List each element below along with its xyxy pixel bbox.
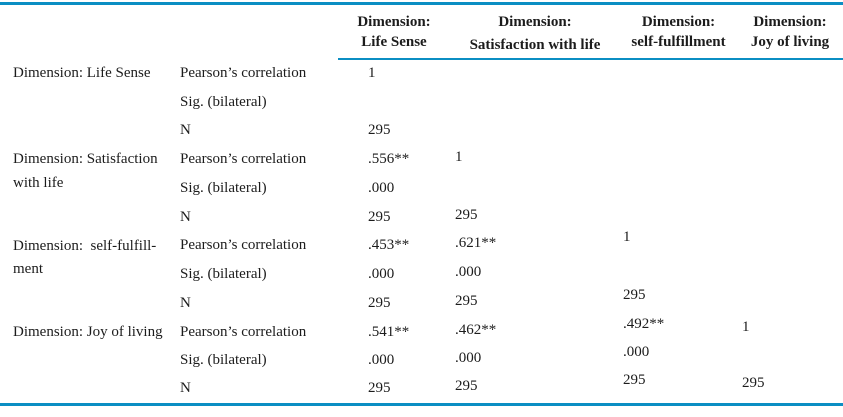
value-cell bbox=[620, 174, 737, 203]
column-header-satisfaction: Dimension: Satisfaction with life bbox=[450, 3, 620, 60]
value-cell: 1 bbox=[455, 149, 463, 166]
value-cell: .000 bbox=[455, 350, 482, 367]
row-header-life-sense: Dimension: Life Sense bbox=[13, 65, 151, 81]
value-cell bbox=[620, 203, 737, 232]
value-cell bbox=[338, 88, 450, 117]
column-header-line1: Dimension: bbox=[753, 14, 827, 30]
stat-label: Pearson’s correlation bbox=[180, 151, 307, 168]
value-cell bbox=[737, 289, 843, 318]
value-cell: 295 bbox=[368, 122, 391, 139]
row-header-satisfaction: Dimension: Satisfaction with life bbox=[13, 151, 158, 191]
value-cell bbox=[737, 59, 843, 88]
value-cell: 295 bbox=[455, 378, 478, 395]
value-cell bbox=[737, 174, 843, 203]
table-row: Sig. (bilateral) .000 .000 bbox=[0, 260, 843, 289]
stat-label: Pearson’s correlation bbox=[180, 64, 307, 81]
value-cell: 1 bbox=[623, 229, 631, 246]
value-cell bbox=[737, 117, 843, 146]
column-header-joy-of-living: Dimension: Joy of living bbox=[737, 3, 843, 60]
column-header-line2: Life Sense bbox=[361, 34, 427, 50]
stat-label: N bbox=[180, 380, 191, 397]
value-cell: 1 bbox=[742, 318, 750, 335]
stat-label: Sig. (bilateral) bbox=[180, 179, 267, 196]
value-cell bbox=[737, 347, 843, 376]
column-header-line1: Dimension: bbox=[357, 14, 431, 30]
value-cell: .621** bbox=[455, 235, 497, 252]
stat-label: Sig. (bilateral) bbox=[180, 266, 267, 283]
value-cell: .000 bbox=[368, 266, 395, 283]
value-cell bbox=[737, 88, 843, 117]
value-cell: .492** bbox=[623, 315, 665, 332]
value-cell bbox=[450, 174, 620, 203]
column-header-self-fulfillment: Dimension: self-fulfillment bbox=[620, 3, 737, 60]
value-cell: .541** bbox=[368, 323, 410, 340]
value-cell: 295 bbox=[623, 372, 646, 389]
row-header-self-fulfillment: Dimension: self-fulfill- ment bbox=[13, 237, 157, 278]
header-row: Dimension: Life Sense Dimension: Satisfa… bbox=[0, 3, 843, 60]
value-cell: 295 bbox=[368, 208, 391, 225]
value-cell bbox=[620, 59, 737, 88]
value-cell: .000 bbox=[368, 179, 395, 196]
table-row: N 295 295 bbox=[0, 203, 843, 232]
table-header: Dimension: Life Sense Dimension: Satisfa… bbox=[0, 3, 843, 60]
column-header-life-sense: Dimension: Life Sense bbox=[338, 3, 450, 60]
value-cell: .000 bbox=[368, 352, 395, 369]
value-cell: .000 bbox=[623, 344, 650, 361]
header-spacer-label bbox=[0, 4, 172, 60]
column-header-line1: Dimension: bbox=[641, 14, 716, 30]
value-cell: 295 bbox=[742, 375, 765, 392]
value-cell: .000 bbox=[455, 264, 482, 281]
value-cell bbox=[737, 203, 843, 232]
value-cell bbox=[620, 145, 737, 174]
column-header-line2: Joy of living bbox=[750, 34, 830, 50]
value-cell: 295 bbox=[455, 206, 478, 223]
correlation-table: Dimension: Life Sense Dimension: Satisfa… bbox=[0, 2, 843, 406]
value-cell: 295 bbox=[623, 286, 646, 303]
value-cell: .453** bbox=[368, 237, 410, 254]
value-cell bbox=[620, 117, 737, 146]
column-header-line2: self-fulfillment bbox=[631, 34, 726, 50]
table-row: Dimension: Joy of living Pearson’s corre… bbox=[0, 315, 843, 347]
table-row: N 295 bbox=[0, 117, 843, 146]
value-cell bbox=[737, 260, 843, 289]
value-cell: 295 bbox=[368, 380, 391, 397]
value-cell bbox=[737, 232, 843, 261]
table-body: Dimension: Life Sense Pearson’s correlat… bbox=[0, 59, 843, 404]
value-cell bbox=[620, 260, 737, 289]
table-row: Dimension: Satisfaction with life Pearso… bbox=[0, 145, 843, 191]
value-cell: .556** bbox=[368, 151, 410, 168]
value-cell: 1 bbox=[368, 65, 376, 82]
stat-label: N bbox=[180, 208, 191, 225]
table-row: Sig. (bilateral) .000 .000 .000 bbox=[0, 344, 843, 376]
value-cell bbox=[450, 88, 620, 117]
value-cell: .462** bbox=[455, 321, 497, 338]
value-cell: 295 bbox=[455, 292, 478, 309]
value-cell: 295 bbox=[368, 294, 391, 311]
stat-label: N bbox=[180, 294, 191, 311]
column-header-line2: Satisfaction with life bbox=[469, 37, 601, 53]
column-header-line1: Dimension: bbox=[498, 14, 572, 30]
page: Dimension: Life Sense Dimension: Satisfa… bbox=[0, 2, 843, 406]
stat-label: Pearson’s correlation bbox=[180, 323, 307, 340]
table-row: Sig. (bilateral) .000 bbox=[0, 174, 843, 203]
table-row: N 295 295 295 295 bbox=[0, 372, 843, 404]
stat-label: Sig. (bilateral) bbox=[180, 93, 267, 110]
value-cell bbox=[737, 145, 843, 174]
table-row: N 295 295 295 bbox=[0, 286, 843, 318]
header-spacer-stat bbox=[172, 4, 338, 60]
value-cell bbox=[450, 59, 620, 88]
stat-label: N bbox=[180, 122, 191, 139]
stat-label: Sig. (bilateral) bbox=[180, 352, 267, 369]
table-row: Sig. (bilateral) bbox=[0, 88, 843, 117]
value-cell bbox=[450, 117, 620, 146]
stat-label: Pearson’s correlation bbox=[180, 237, 307, 254]
row-header-joy-of-living: Dimension: Joy of living bbox=[13, 323, 163, 340]
value-cell bbox=[620, 88, 737, 117]
table-row: Dimension: self-fulfill- ment Pearson’s … bbox=[0, 229, 843, 277]
table-row: Dimension: Life Sense Pearson’s correlat… bbox=[0, 59, 843, 88]
